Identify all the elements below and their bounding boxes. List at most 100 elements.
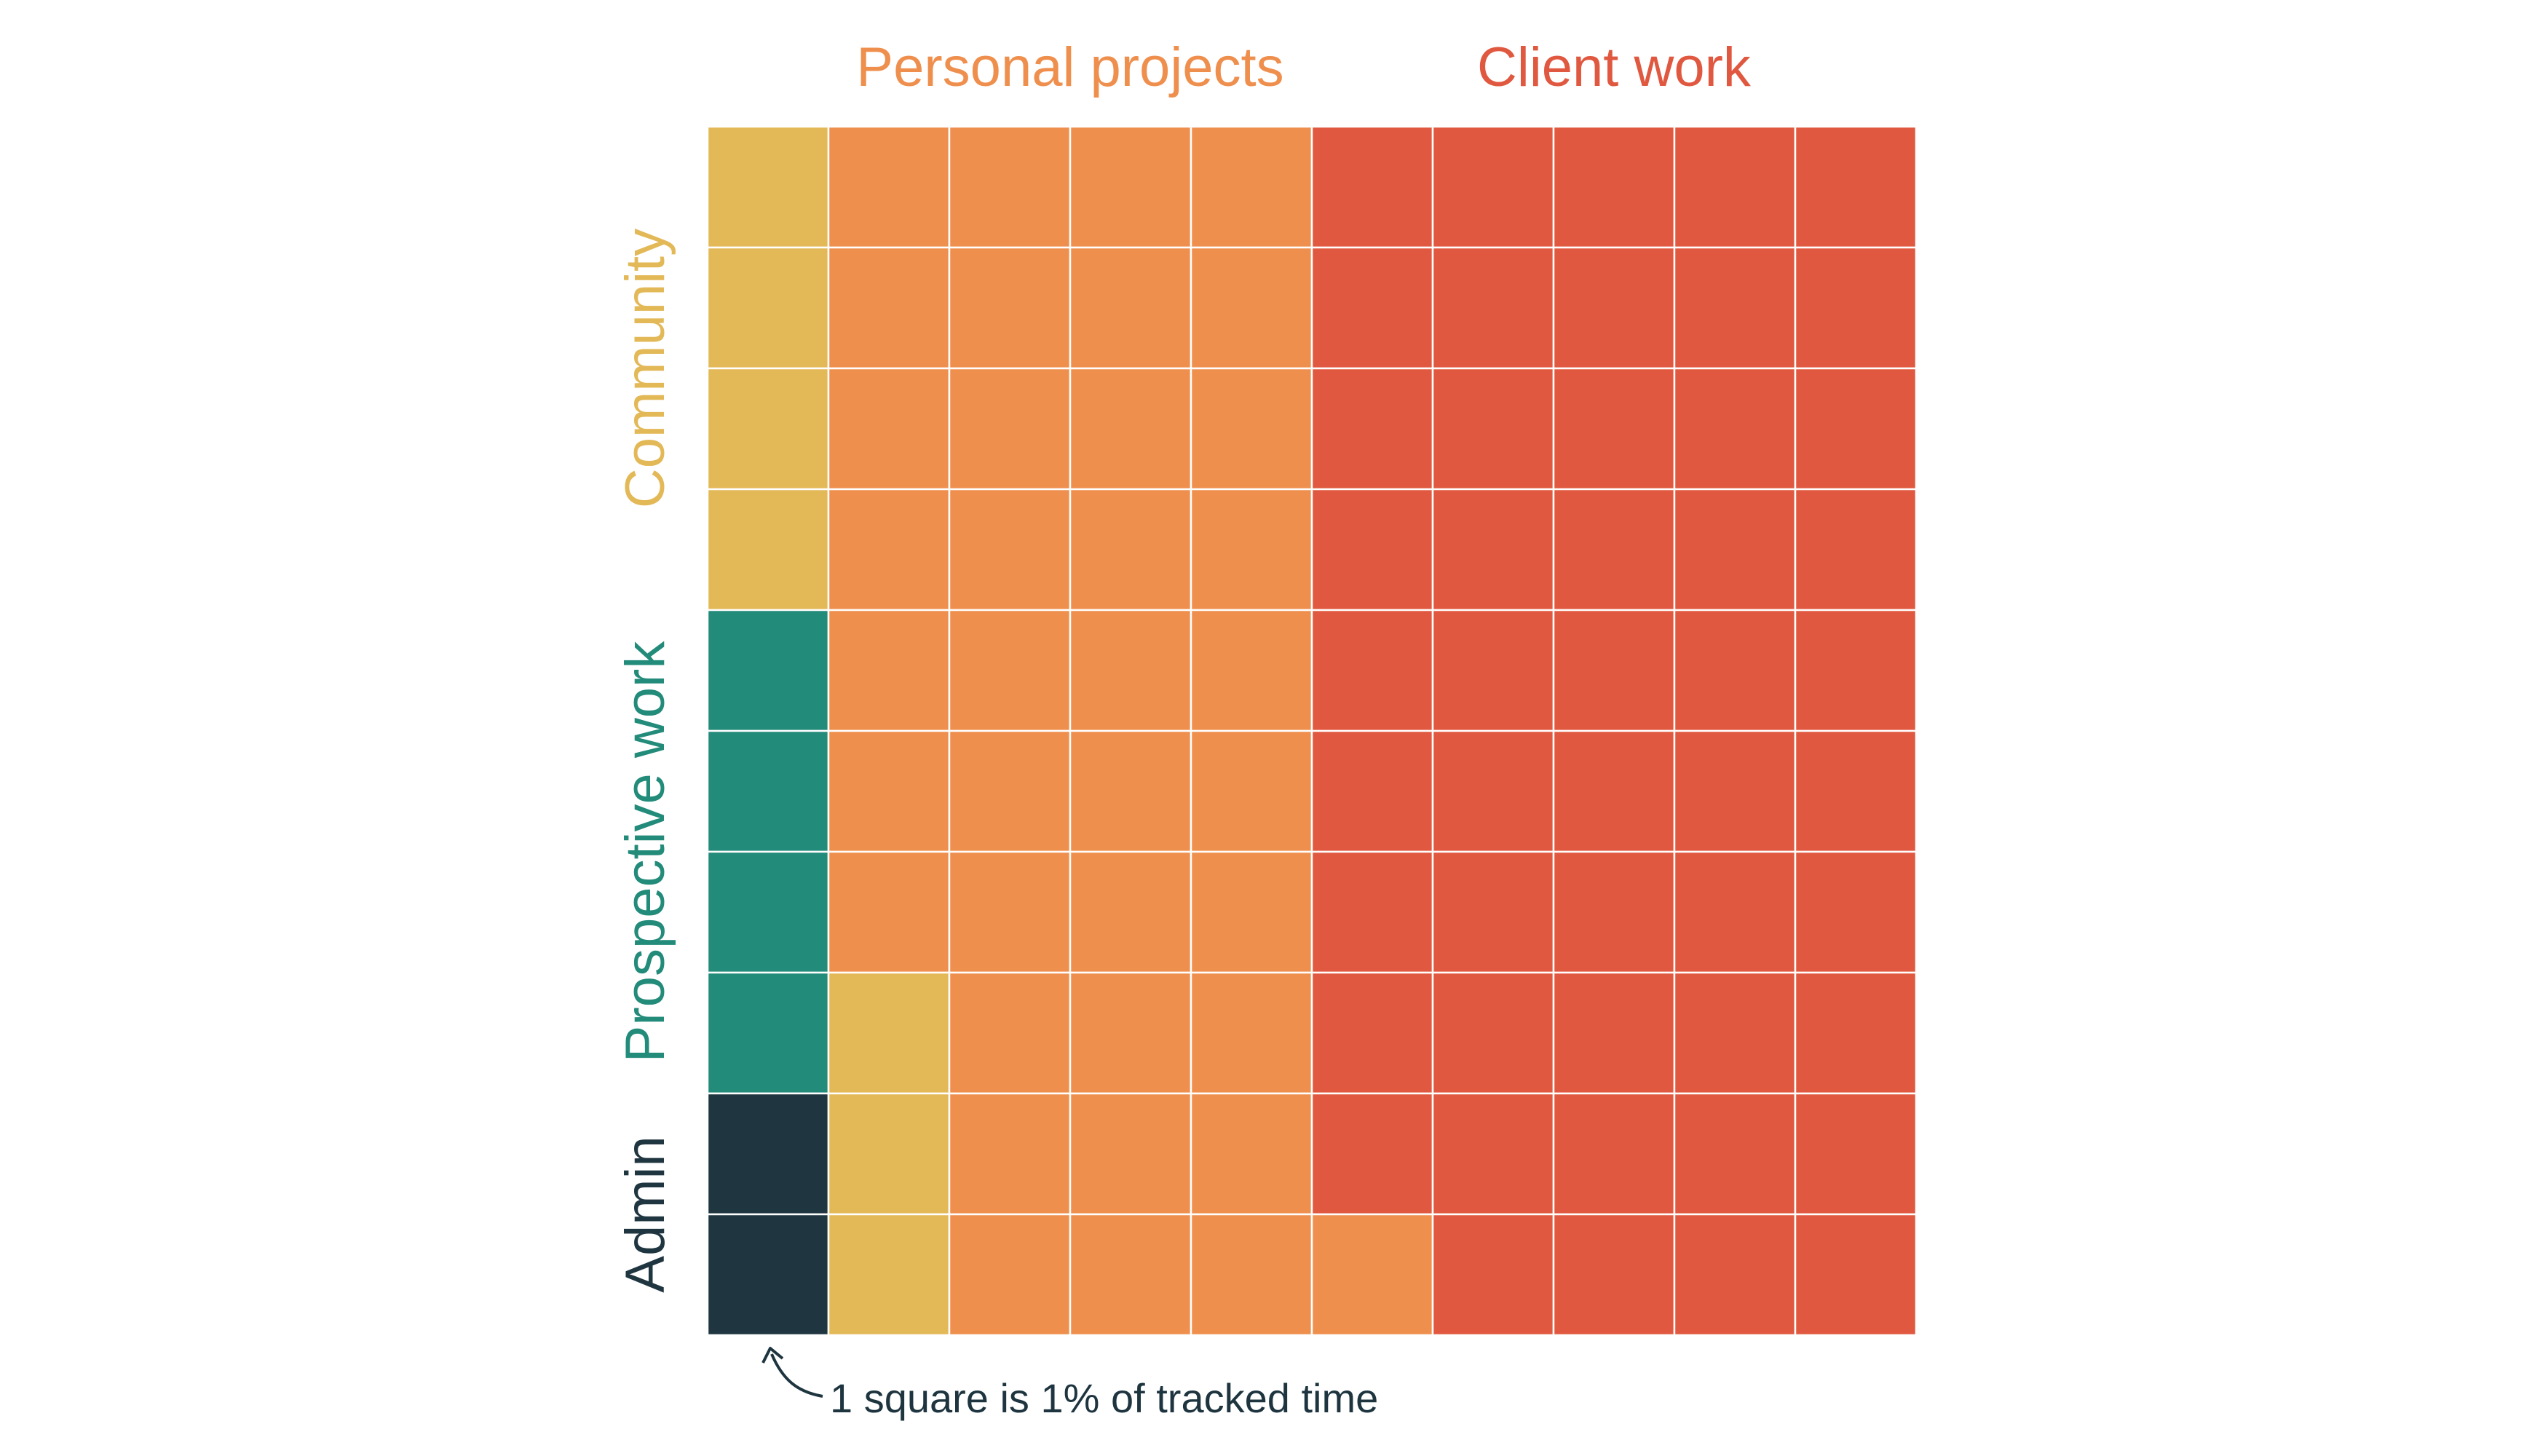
- waffle-cell-personal: [1190, 1213, 1313, 1337]
- waffle-cell-client: [1673, 1092, 1797, 1216]
- waffle-cell-personal: [827, 488, 951, 612]
- waffle-cell-client: [1552, 1213, 1676, 1337]
- waffle-cell-personal: [948, 125, 1072, 249]
- waffle-cell-client: [1552, 971, 1676, 1095]
- waffle-cell-client: [1552, 729, 1676, 853]
- label-prospective: Prospective work: [614, 641, 676, 1063]
- waffle-cell-personal: [948, 246, 1072, 370]
- waffle-cell-client: [1431, 609, 1555, 732]
- waffle-cell-personal: [1190, 850, 1313, 974]
- waffle-cell-personal: [1190, 609, 1313, 732]
- waffle-cell-admin: [706, 1092, 830, 1216]
- waffle-cell-personal: [827, 367, 951, 491]
- waffle-cell-client: [1794, 1213, 1918, 1337]
- waffle-cell-client: [1431, 1092, 1555, 1216]
- waffle-cell-personal: [1190, 971, 1313, 1095]
- waffle-cell-community: [706, 367, 830, 491]
- waffle-cell-personal: [1069, 1213, 1192, 1337]
- waffle-cell-client: [1310, 246, 1434, 370]
- label-personal: Personal projects: [856, 36, 1283, 98]
- waffle-cell-client: [1673, 609, 1797, 732]
- waffle-cell-client: [1310, 488, 1434, 612]
- waffle-cell-client: [1431, 125, 1555, 249]
- waffle-cell-client: [1794, 850, 1918, 974]
- waffle-cell-client: [1794, 488, 1918, 612]
- waffle-cell-personal: [1069, 729, 1192, 853]
- waffle-cell-personal: [1069, 488, 1192, 612]
- waffle-cell-client: [1794, 367, 1918, 491]
- waffle-cell-client: [1552, 367, 1676, 491]
- annotation: 1 square is 1% of tracked time: [761, 1347, 1378, 1421]
- label-client: Client work: [1477, 36, 1752, 98]
- waffle-cell-personal: [1190, 1092, 1313, 1216]
- waffle-cell-prospective: [706, 850, 830, 974]
- waffle-cell-personal: [827, 850, 951, 974]
- waffle-cell-community: [706, 488, 830, 612]
- waffle-cell-personal: [1190, 729, 1313, 853]
- waffle-cell-personal: [1190, 125, 1313, 249]
- waffle-cell-prospective: [706, 609, 830, 732]
- waffle-cell-personal: [1069, 367, 1192, 491]
- waffle-cell-personal: [1069, 609, 1192, 732]
- waffle-cell-client: [1552, 1092, 1676, 1216]
- waffle-cell-personal: [1190, 488, 1313, 612]
- waffle-cell-community: [706, 125, 830, 249]
- waffle-cell-personal: [948, 367, 1072, 491]
- waffle-cell-client: [1673, 488, 1797, 612]
- waffle-cell-admin: [706, 1213, 830, 1337]
- waffle-cell-client: [1552, 850, 1676, 974]
- waffle-cell-prospective: [706, 729, 830, 853]
- waffle-cell-client: [1552, 488, 1676, 612]
- waffle-cell-community: [827, 1213, 951, 1337]
- waffle-cell-client: [1794, 246, 1918, 370]
- waffle-cell-prospective: [706, 971, 830, 1095]
- waffle-cell-client: [1673, 125, 1797, 249]
- waffle-cell-client: [1794, 971, 1918, 1095]
- waffle-cell-personal: [827, 729, 951, 853]
- waffle-cell-personal: [948, 729, 1072, 853]
- waffle-cell-client: [1431, 367, 1555, 491]
- waffle-cell-personal: [1069, 850, 1192, 974]
- waffle-cell-personal: [948, 488, 1072, 612]
- waffle-cell-client: [1673, 1213, 1797, 1337]
- waffle-cell-personal: [1310, 1213, 1434, 1337]
- waffle-cell-community: [827, 971, 951, 1095]
- waffle-cells: [706, 125, 1918, 1337]
- annotation-arrow: [770, 1353, 823, 1398]
- waffle-cell-client: [1310, 1092, 1434, 1216]
- waffle-cell-personal: [948, 971, 1072, 1095]
- waffle-cell-personal: [948, 1092, 1072, 1216]
- waffle-cell-client: [1310, 125, 1434, 249]
- waffle-cell-client: [1431, 729, 1555, 853]
- waffle-cell-personal: [1069, 125, 1192, 249]
- waffle-cell-client: [1552, 246, 1676, 370]
- waffle-cell-personal: [827, 246, 951, 370]
- waffle-cell-client: [1431, 971, 1555, 1095]
- label-admin: Admin: [614, 1136, 676, 1292]
- waffle-cell-client: [1673, 246, 1797, 370]
- waffle-cell-client: [1673, 367, 1797, 491]
- waffle-cell-client: [1552, 125, 1676, 249]
- waffle-cell-client: [1673, 850, 1797, 974]
- annotation-text: 1 square is 1% of tracked time: [830, 1375, 1378, 1421]
- waffle-cell-client: [1431, 850, 1555, 974]
- waffle-cell-personal: [948, 1213, 1072, 1337]
- waffle-cell-client: [1431, 1213, 1555, 1337]
- waffle-cell-community: [706, 246, 830, 370]
- waffle-cell-client: [1673, 971, 1797, 1095]
- annotation-arrowhead: [761, 1347, 784, 1364]
- waffle-cell-personal: [1190, 367, 1313, 491]
- waffle-cell-client: [1552, 609, 1676, 732]
- waffle-cell-client: [1794, 125, 1918, 249]
- waffle-cell-client: [1310, 850, 1434, 974]
- waffle-cell-personal: [827, 125, 951, 249]
- waffle-cell-community: [827, 1092, 951, 1216]
- category-labels: Personal projects Client work Community Pro…: [614, 36, 1752, 1293]
- waffle-cell-personal: [1190, 246, 1313, 370]
- waffle-cell-client: [1310, 609, 1434, 732]
- waffle-cell-personal: [1069, 1092, 1192, 1216]
- label-community: Community: [614, 229, 676, 508]
- waffle-cell-client: [1310, 971, 1434, 1095]
